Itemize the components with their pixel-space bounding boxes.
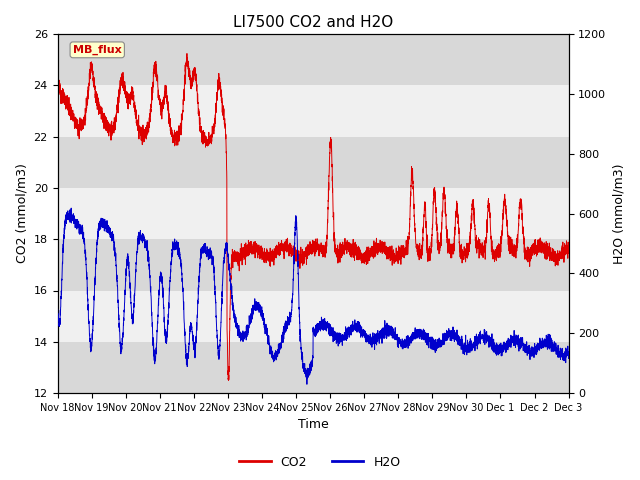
Y-axis label: CO2 (mmol/m3): CO2 (mmol/m3) — [15, 164, 28, 264]
X-axis label: Time: Time — [298, 419, 328, 432]
Title: LI7500 CO2 and H2O: LI7500 CO2 and H2O — [233, 15, 393, 30]
Bar — [58, 137, 568, 188]
Bar — [58, 342, 568, 393]
Y-axis label: H2O (mmol/m3): H2O (mmol/m3) — [612, 163, 625, 264]
Text: MB_flux: MB_flux — [73, 45, 122, 55]
Legend: CO2, H2O: CO2, H2O — [234, 451, 406, 474]
Bar — [58, 239, 568, 290]
Bar — [58, 34, 568, 85]
